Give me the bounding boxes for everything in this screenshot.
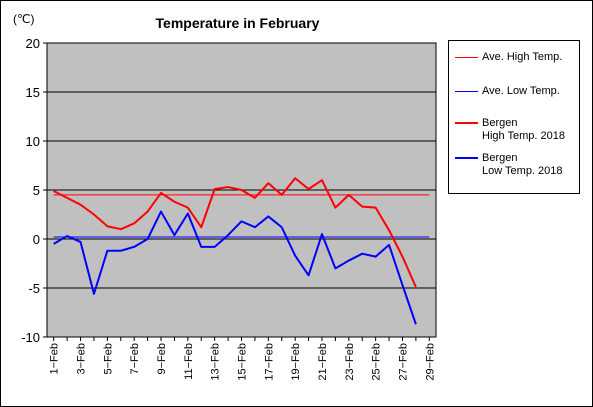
x-tick-label: 17−Feb bbox=[263, 343, 275, 381]
y-tick-label: -10 bbox=[21, 330, 40, 345]
x-tick-label: 9−Feb bbox=[156, 343, 168, 375]
y-tick-label: 0 bbox=[33, 232, 40, 247]
x-tick-label: 27−Feb bbox=[397, 343, 409, 381]
legend: Ave. High Temp. Ave. Low Temp. Bergen High … bbox=[448, 40, 580, 194]
legend-label: Bergen Low Temp. 2018 bbox=[482, 152, 563, 178]
legend-label-line: Ave. Low Temp. bbox=[482, 85, 560, 97]
legend-label-line: Low Temp. 2018 bbox=[482, 165, 563, 177]
x-tick-label: 25−Feb bbox=[371, 343, 383, 381]
y-tick-label: 5 bbox=[33, 183, 40, 198]
chart-title: Temperature in February bbox=[155, 15, 320, 31]
legend-swatch bbox=[455, 91, 478, 92]
y-tick-label: 10 bbox=[26, 134, 40, 149]
legend-swatch bbox=[455, 157, 478, 159]
x-tick-label: 21−Feb bbox=[317, 343, 329, 381]
legend-label-line: Ave. High Temp. bbox=[482, 51, 563, 63]
legend-label-line: Bergen bbox=[482, 152, 518, 164]
x-tick-label: 15−Feb bbox=[237, 343, 249, 381]
x-tick-label: 3−Feb bbox=[76, 343, 88, 375]
x-tick-label: 7−Feb bbox=[129, 343, 141, 375]
unit-label: (℃) bbox=[13, 12, 35, 26]
legend-label-line: High Temp. 2018 bbox=[482, 130, 565, 142]
y-tick-label: -5 bbox=[28, 281, 40, 296]
x-tick-label: 13−Feb bbox=[210, 343, 222, 381]
x-tick-label: 5−Feb bbox=[102, 343, 114, 375]
legend-label: Bergen High Temp. 2018 bbox=[482, 117, 565, 143]
series-line-daily-3 bbox=[53, 210, 417, 325]
x-tick-label: 1−Feb bbox=[49, 343, 61, 375]
y-tick-label: 20 bbox=[26, 36, 40, 51]
x-tick-label: 29−Feb bbox=[424, 343, 436, 381]
legend-swatch bbox=[455, 57, 478, 58]
x-tick-label: 11−Feb bbox=[183, 343, 195, 380]
legend-label: Ave. High Temp. bbox=[482, 51, 562, 64]
x-tick-label: 19−Feb bbox=[290, 343, 302, 381]
legend-swatch bbox=[455, 122, 478, 124]
legend-label: Ave. Low Temp. bbox=[482, 85, 560, 98]
series-line-daily-2 bbox=[53, 177, 417, 288]
x-tick-label: 23−Feb bbox=[344, 343, 356, 381]
legend-label-line: Bergen bbox=[482, 117, 518, 129]
y-tick-label: 15 bbox=[26, 85, 40, 100]
